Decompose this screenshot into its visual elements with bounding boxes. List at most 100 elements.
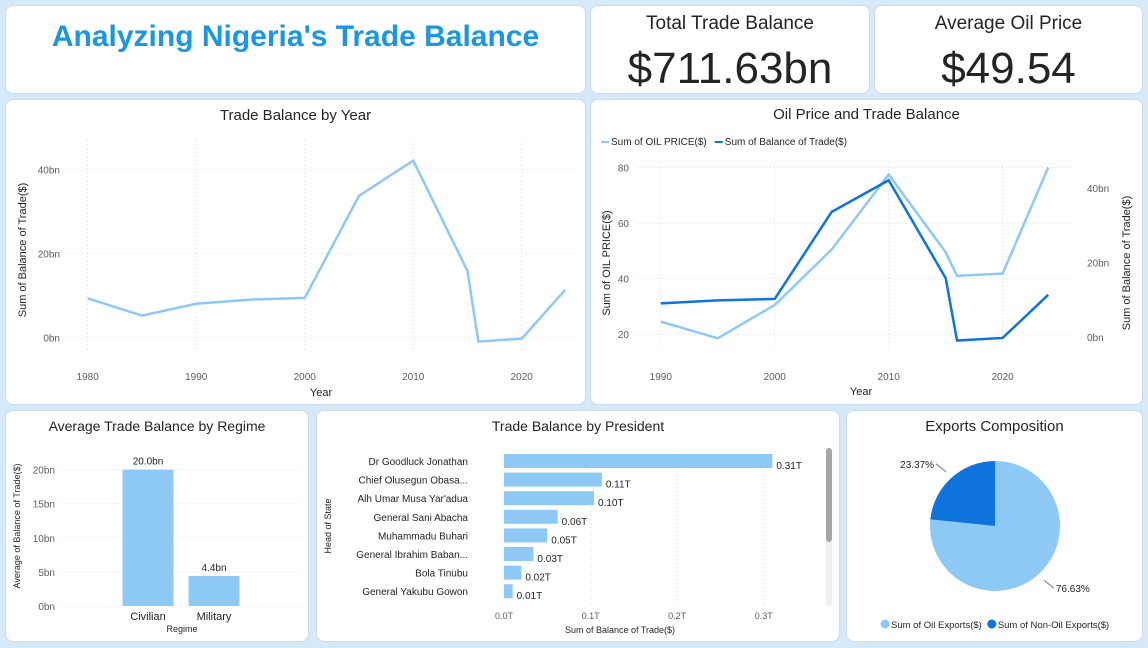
legend-marker [987,619,997,629]
bar[interactable] [504,584,513,599]
leader-line [1043,579,1055,589]
title-card: Analyzing Nigeria's Trade Balance [5,5,586,94]
y-tick-label: 20bn [38,249,60,260]
kpi-card-average-oil-price[interactable]: Average Oil Price $49.54 [874,5,1143,94]
bar[interactable] [504,509,558,524]
y-left-tick-label: 80 [618,164,630,175]
kpi-label: Total Trade Balance [646,13,814,34]
average-trade-balance-by-regime-card[interactable]: Average Trade Balance by Regime 0bn 5bn 10… [5,410,309,642]
kpi-value: $49.54 [941,44,1076,93]
x-tick-label: 0.2T [668,611,687,621]
y-tick-label: 5bn [38,568,55,579]
x-tick-label: Military [197,611,232,623]
page-title: Analyzing Nigeria's Trade Balance [51,20,540,53]
data-label: 0.11T [606,480,631,491]
category-label: Bola Tinubu [415,569,468,580]
category-label: Dr Goodluck Jonathan [368,457,468,468]
y-axis-title: Sum of Balance of Trade($) [17,183,29,318]
series-line[interactable] [660,167,1050,340]
trade-balance-by-year-card[interactable]: Trade Balance by Year 0bn 20bn 40bn 1980 199… [5,99,586,405]
bar[interactable] [122,469,174,606]
x-tick-label: 2010 [878,372,901,383]
series-line[interactable] [660,178,1050,342]
y-tick-label: 10bn [33,534,55,545]
y-axis-title: Average of Balance of Trade($) [12,464,22,589]
chart-title: Exports Composition [925,418,1064,435]
x-axis-title: Regime [166,624,197,634]
bar[interactable] [504,528,548,543]
x-tick-label: 1990 [185,372,208,383]
legend-label[interactable]: Sum of OIL PRICE($) [611,137,707,148]
x-tick-label: 0.0T [495,611,514,621]
category-label: General Ibrahim Baban... [356,550,468,561]
x-tick-label: 2000 [764,372,787,383]
chart-title: Trade Balance by Year [219,107,372,124]
data-label: 0.10T [598,498,624,509]
oil-price-and-trade-balance-chart[interactable]: 20 40 60 80 0bn 20bn 40bn 1990 2000 2010 2020 Year S… [591,100,1143,405]
data-label: 0.01T [517,591,543,602]
data-label: 4.4bn [201,563,226,574]
data-label: 0.05T [551,535,577,546]
data-label: 0.03T [537,554,563,565]
series-line[interactable] [87,158,567,343]
chart-title: Trade Balance by President [491,418,665,434]
y-tick-label: 0bn [38,602,55,613]
data-label: 20.0bn [133,457,164,468]
slice-label: 23.37% [900,460,934,471]
category-label: Muhammadu Buhari [378,531,468,542]
y-right-tick-label: 40bn [1087,184,1109,195]
x-tick-label: 2020 [511,372,534,383]
x-tick-label: 1990 [650,372,673,383]
exports-composition-card[interactable]: Exports Composition 76.63% 23.37% Sum of O… [846,410,1143,642]
kpi-card-total-trade-balance[interactable]: Total Trade Balance $711.63bn [590,5,870,94]
trade-balance-by-president-chart[interactable]: 0.0T 0.1T 0.2T 0.3T 0.31T Dr Goodluck Jonatha… [317,411,840,642]
x-tick-label: 2020 [992,372,1015,383]
y-right-tick-label: 20bn [1087,258,1109,269]
legend-label[interactable]: Sum of Non-Oil Exports($) [998,620,1109,631]
average-trade-balance-by-regime-chart[interactable]: 0bn 5bn 10bn 15bn 20bn 20.0bn Civilian 4.4bn Mil… [6,411,309,642]
x-tick-label: 2000 [294,372,317,383]
bar[interactable] [504,454,773,468]
y-tick-label: 15bn [33,500,55,511]
y-left-axis-title: Sum of OIL PRICE($) [601,210,613,315]
y-tick-label: 40bn [38,165,60,176]
y-tick-label: 20bn [33,466,55,477]
category-label: Alh Umar Musa Yar'adua [358,494,469,505]
trade-balance-by-year-chart[interactable]: 0bn 20bn 40bn 1980 1990 2000 2010 2020 Year Sum o… [6,100,586,405]
bar[interactable] [504,472,602,487]
slice-label: 76.63% [1056,584,1090,595]
category-label: General Sani Abacha [373,513,468,524]
trade-balance-by-president-card[interactable]: Trade Balance by President 0.0T 0.1T 0.2T 0… [316,410,840,642]
chart-title: Oil Price and Trade Balance [773,106,960,123]
bar[interactable] [504,565,522,580]
x-axis-title: Year [850,386,873,398]
chart-title: Average Trade Balance by Regime [48,418,266,434]
oil-price-and-trade-balance-card[interactable]: Oil Price and Trade Balance 20 40 60 80 0bn 2… [590,99,1143,405]
x-tick-label: 1980 [77,372,100,383]
leader-line [935,463,947,473]
bar[interactable] [188,576,240,606]
x-axis-title: Sum of Balance of Trade($) [565,625,675,635]
y-tick-label: 0bn [43,333,60,344]
data-label: 0.06T [562,517,588,528]
data-label: 0.31T [776,461,802,472]
pie-slice[interactable] [930,461,995,526]
y-axis-title: Head of State [323,498,333,553]
bar[interactable] [504,491,595,506]
kpi-value: $711.63bn [627,44,833,93]
legend-marker [880,619,890,629]
legend-label[interactable]: Sum of Balance of Trade($) [725,137,847,148]
x-tick-label: 0.3T [755,611,774,621]
scrollbar-thumb[interactable] [826,448,832,542]
bar[interactable] [504,547,534,561]
legend-label[interactable]: Sum of Oil Exports($) [891,620,982,631]
data-label: 0.02T [525,573,551,584]
x-tick-label: 0.1T [582,611,601,621]
exports-composition-chart[interactable]: 76.63% 23.37% Sum of Oil Exports($) Sum of … [847,411,1143,642]
y-left-tick-label: 40 [618,275,630,286]
category-label: General Yakubu Gowon [362,587,468,598]
y-left-tick-label: 60 [618,219,630,230]
category-label: Chief Olusegun Obasa... [358,476,468,487]
kpi-label: Average Oil Price [934,13,1083,34]
y-left-tick-label: 20 [618,330,630,341]
